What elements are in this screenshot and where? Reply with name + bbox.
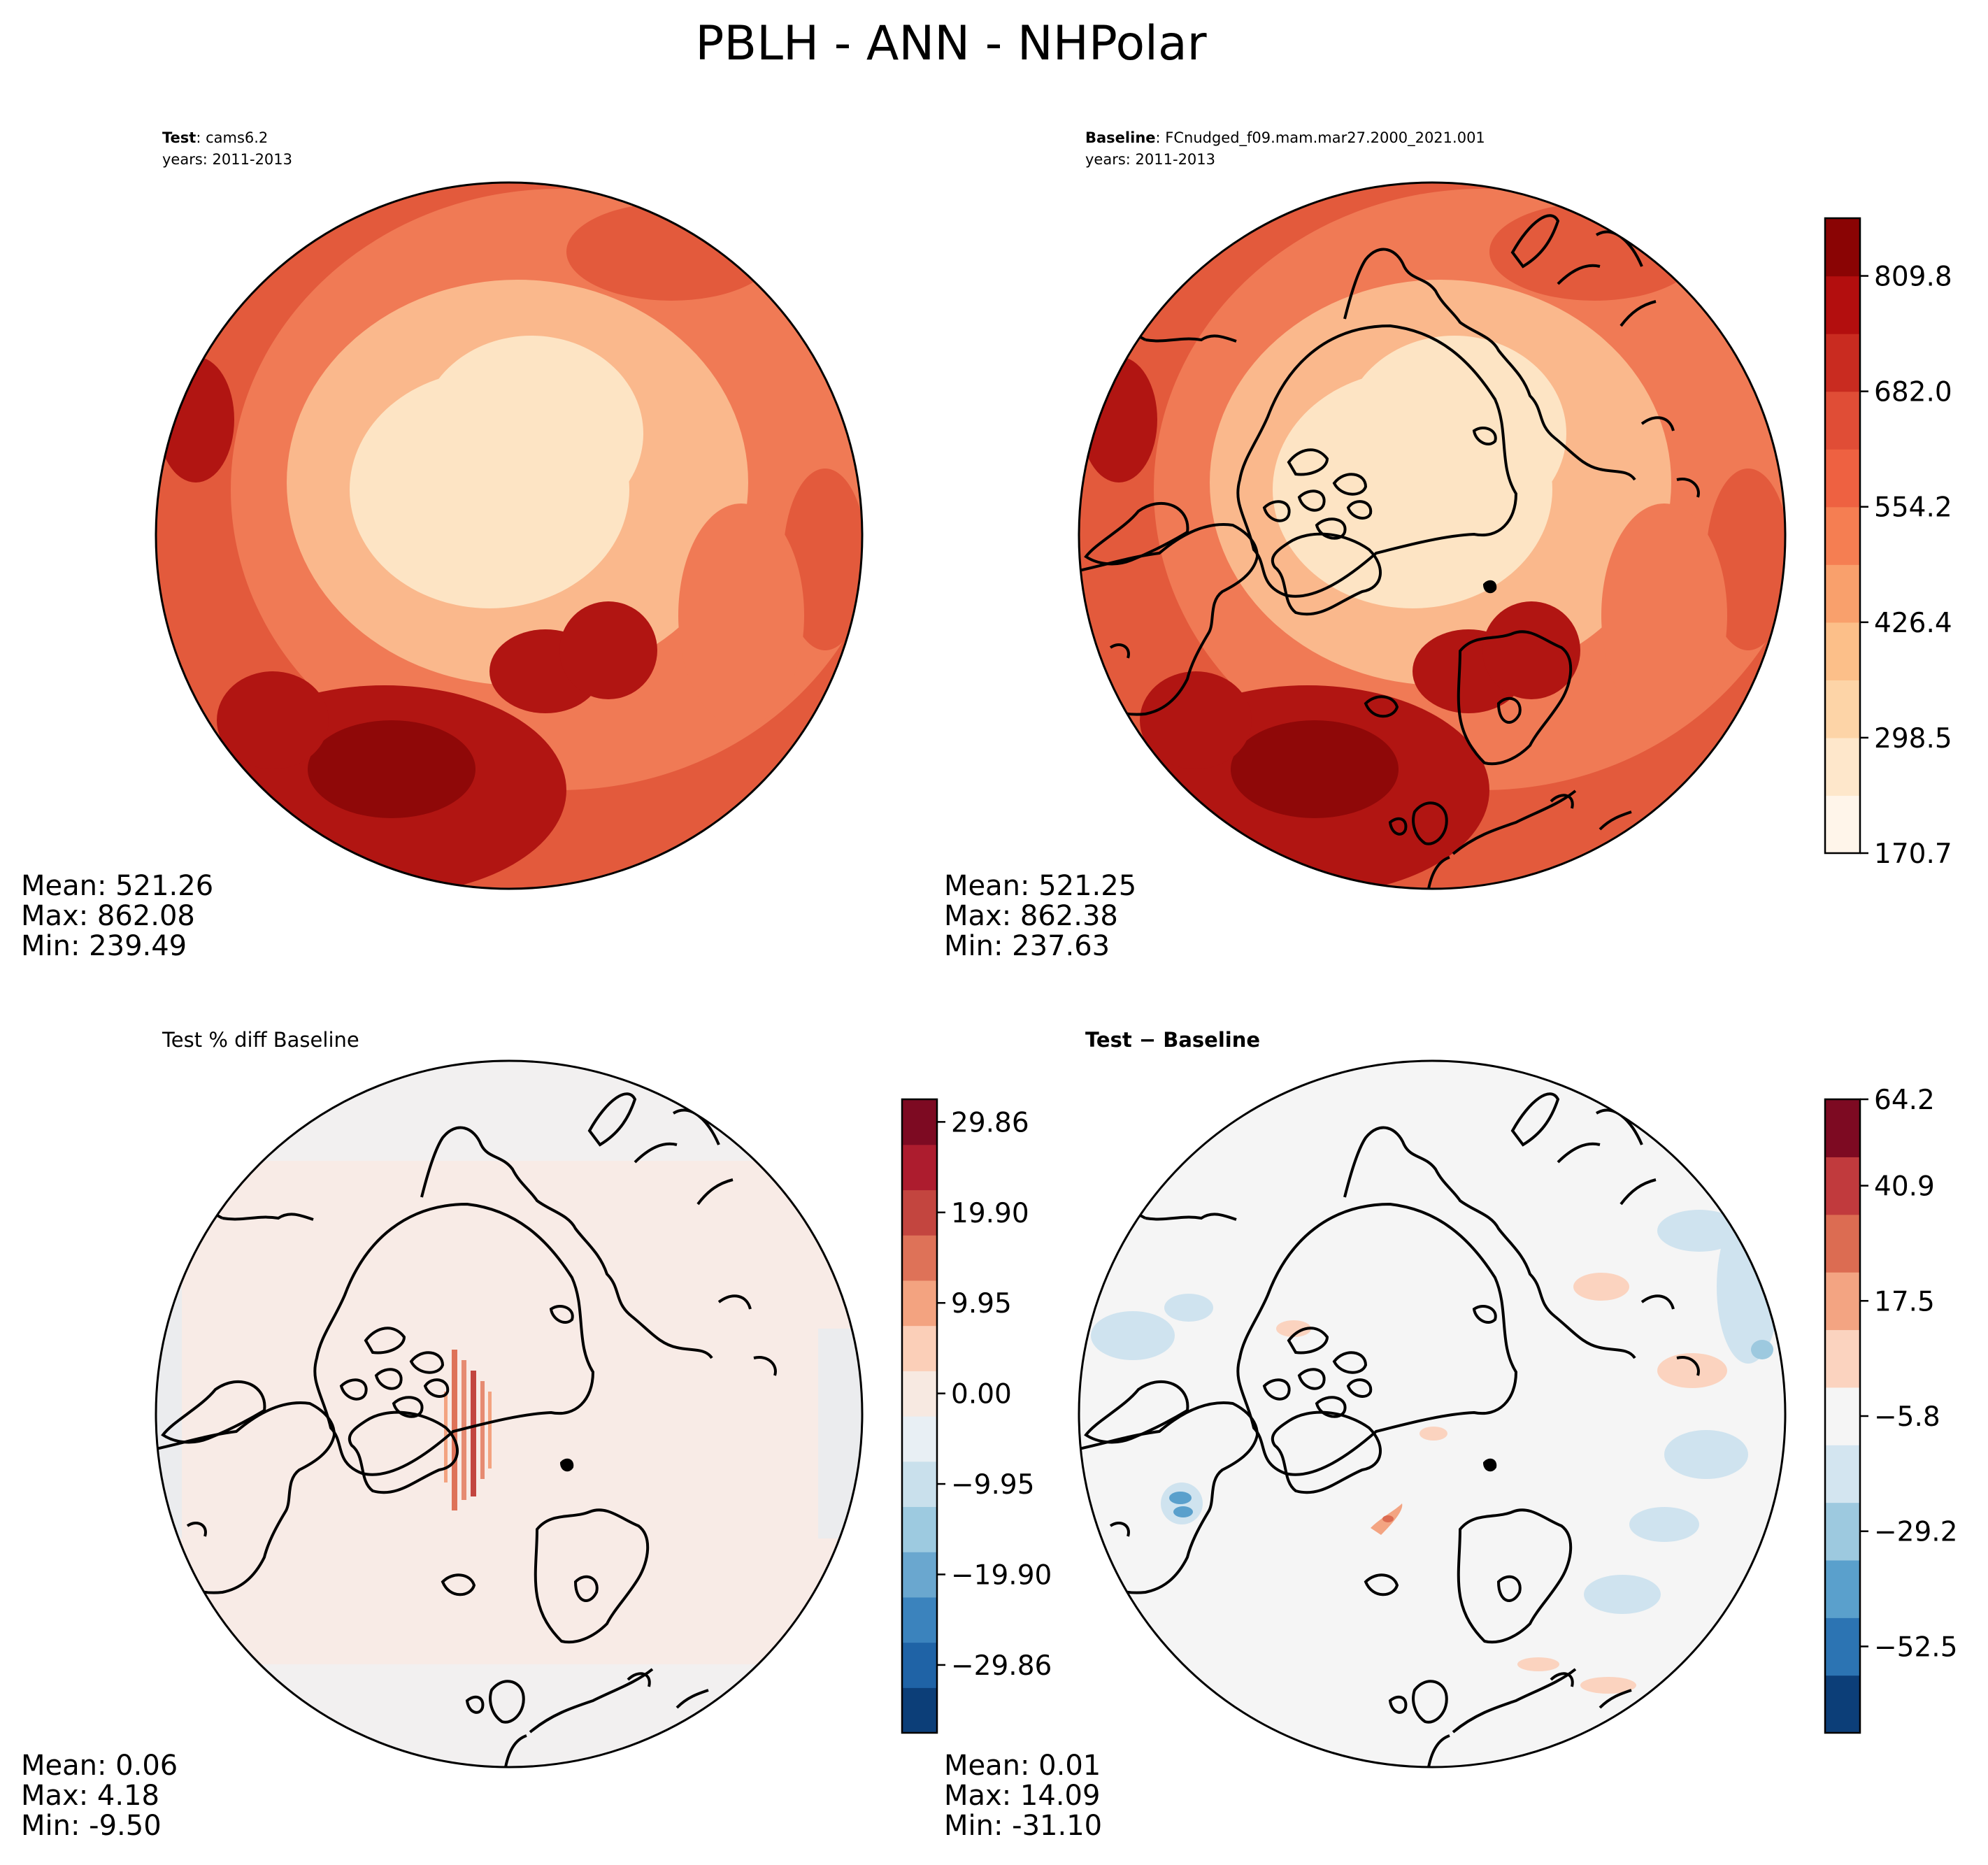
colorbar-diff-tick-label: −5.8	[1874, 1401, 1940, 1433]
test-min: Min: 239.49	[21, 930, 187, 962]
colorbar-main-swatch	[1825, 622, 1860, 680]
colorbar-pct-diff-tick-label: −29.86	[951, 1650, 1052, 1682]
panel-diff: Test − Baseline Mean:	[944, 1028, 1958, 1842]
colorbar-main-swatch	[1825, 449, 1860, 508]
colorbar-pct-diff-swatch	[902, 1189, 937, 1236]
colorbar-pct-diff-tick-label: 29.86	[951, 1107, 1029, 1138]
colorbar-pct-diff-tick-label: 9.95	[951, 1288, 1012, 1320]
colorbar-main-swatch	[1825, 680, 1860, 738]
baseline-label-name: : FCnudged_f09.mam.mar27.2000_2021.001	[1156, 129, 1485, 147]
colorbar-pct-diff-tick-label: −9.95	[951, 1469, 1035, 1501]
colorbar-diff-swatch	[1825, 1099, 1860, 1157]
colorbar-pct-diff-swatch	[902, 1325, 937, 1371]
colorbar-diff-tick-label: −29.2	[1874, 1517, 1958, 1548]
diff-map-boundary	[1078, 1059, 1787, 1768]
colorbar-main-swatch	[1825, 737, 1860, 796]
colorbar-pct-diff-swatch	[902, 1596, 937, 1643]
colorbar-main-frame	[1824, 217, 1861, 855]
colorbar-main: 170.7 298.5 426.4 554.2 682.0 809.8	[1824, 217, 1952, 870]
test-mean: Mean: 521.26	[21, 870, 213, 902]
diff-min: Min: -31.10	[944, 1810, 1102, 1842]
colorbar-diff-swatch	[1825, 1157, 1860, 1215]
colorbar-diff-swatch	[1825, 1675, 1860, 1734]
colorbar-pct-diff-swatch	[902, 1416, 937, 1462]
colorbar-pct-diff: −29.86 −19.90 −9.95 0.00 9.95 19.90 29.86	[901, 1098, 1052, 1734]
colorbar-diff-swatch	[1825, 1272, 1860, 1331]
baseline-label-bold: Baseline	[1085, 129, 1156, 146]
colorbar-diff-tick-label: 64.2	[1874, 1085, 1935, 1116]
colorbar-diff-swatch	[1825, 1214, 1860, 1273]
colorbar-pct-diff-swatch	[902, 1280, 937, 1327]
colorbar-diff-tick-label: 17.5	[1874, 1286, 1935, 1317]
baseline-min: Min: 237.63	[944, 930, 1110, 962]
diff-map	[1079, 1061, 1785, 1767]
colorbar-pct-diff-swatch	[902, 1642, 937, 1688]
colorbar-main-swatch	[1825, 218, 1860, 277]
colorbar-main-tick-label: 298.5	[1874, 723, 1952, 755]
colorbar-diff-swatch	[1825, 1387, 1860, 1445]
colorbar-main-tick-label: 426.4	[1874, 608, 1952, 639]
colorbar-pct-diff-frame	[901, 1098, 938, 1734]
colorbar-main-swatch	[1825, 391, 1860, 450]
colorbar-diff-tick-label: −52.5	[1874, 1631, 1958, 1663]
colorbar-pct-diff-swatch	[902, 1099, 937, 1145]
colorbar-pct-diff-swatch	[902, 1461, 937, 1508]
colorbar-diff-swatch	[1825, 1502, 1860, 1561]
colorbar-pct-diff-swatch	[902, 1552, 937, 1598]
pct-diff-title: Test % diff Baseline	[162, 1028, 359, 1052]
test-map	[156, 183, 862, 889]
test-case-label: Test: cams6.2	[162, 129, 268, 146]
colorbar-main-tick-label: 170.7	[1874, 838, 1952, 870]
pct-diff-mean: Mean: 0.06	[21, 1750, 178, 1782]
colorbar-pct-diff-swatch	[902, 1687, 937, 1734]
colorbar-pct-diff-swatch	[902, 1371, 937, 1417]
baseline-case-label: Baseline: FCnudged_f09.mam.mar27.2000_20…	[1085, 129, 1485, 147]
baseline-years: years: 2011-2013	[1085, 151, 1215, 168]
colorbar-pct-diff-swatch	[902, 1235, 937, 1281]
test-max: Max: 862.08	[21, 900, 195, 932]
colorbar-main-swatch	[1825, 564, 1860, 623]
panel-baseline: Baseline: FCnudged_f09.mam.mar27.2000_20…	[944, 129, 1952, 962]
colorbar-diff: −52.5 −29.2 −5.8 17.5 40.9 64.2	[1824, 1085, 1958, 1734]
colorbar-main-swatch	[1825, 276, 1860, 334]
test-label-name: : cams6.2	[196, 129, 268, 146]
colorbar-diff-swatch	[1825, 1445, 1860, 1503]
colorbar-main-swatch	[1825, 334, 1860, 392]
colorbar-diff-swatch	[1825, 1617, 1860, 1676]
colorbar-pct-diff-swatch	[902, 1144, 937, 1191]
colorbar-main-swatch	[1825, 506, 1860, 565]
pct-diff-max: Max: 4.18	[21, 1780, 159, 1812]
diff-max: Max: 14.09	[944, 1780, 1100, 1812]
test-map-boundary	[155, 181, 864, 890]
panel-test: Test: cams6.2 years: 2011-2013 Mean: 521…	[21, 129, 864, 962]
colorbar-pct-diff-tick-label: 0.00	[951, 1379, 1012, 1410]
baseline-max: Max: 862.38	[944, 900, 1118, 932]
pct-diff-map-boundary	[155, 1059, 864, 1768]
diff-mean: Mean: 0.01	[944, 1750, 1101, 1782]
colorbar-diff-swatch	[1825, 1559, 1860, 1618]
colorbar-main-tick-label: 682.0	[1874, 377, 1952, 408]
colorbar-main-tick-label: 554.2	[1874, 492, 1952, 524]
colorbar-pct-diff-tick-label: −19.90	[951, 1560, 1052, 1592]
baseline-map-boundary	[1078, 181, 1787, 890]
test-years: years: 2011-2013	[162, 151, 292, 168]
colorbar-main-swatch	[1825, 795, 1860, 854]
colorbar-pct-diff-tick-label: 19.90	[951, 1198, 1029, 1229]
colorbar-diff-tick-label: 40.9	[1874, 1171, 1935, 1203]
colorbar-pct-diff-swatch	[902, 1506, 937, 1552]
colorbar-main-tick-label: 809.8	[1874, 262, 1952, 293]
baseline-mean: Mean: 521.25	[944, 870, 1136, 902]
colorbar-diff-swatch	[1825, 1329, 1860, 1388]
diff-title: Test − Baseline	[1085, 1028, 1260, 1052]
test-label-bold: Test	[162, 129, 196, 146]
figure-title: PBLH - ANN - NHPolar	[695, 16, 1206, 71]
panel-pct-diff: Test % diff Baseline Mean: 0.06 Max: 4.1…	[21, 1028, 1052, 1842]
pct-diff-min: Min: -9.50	[21, 1810, 162, 1842]
